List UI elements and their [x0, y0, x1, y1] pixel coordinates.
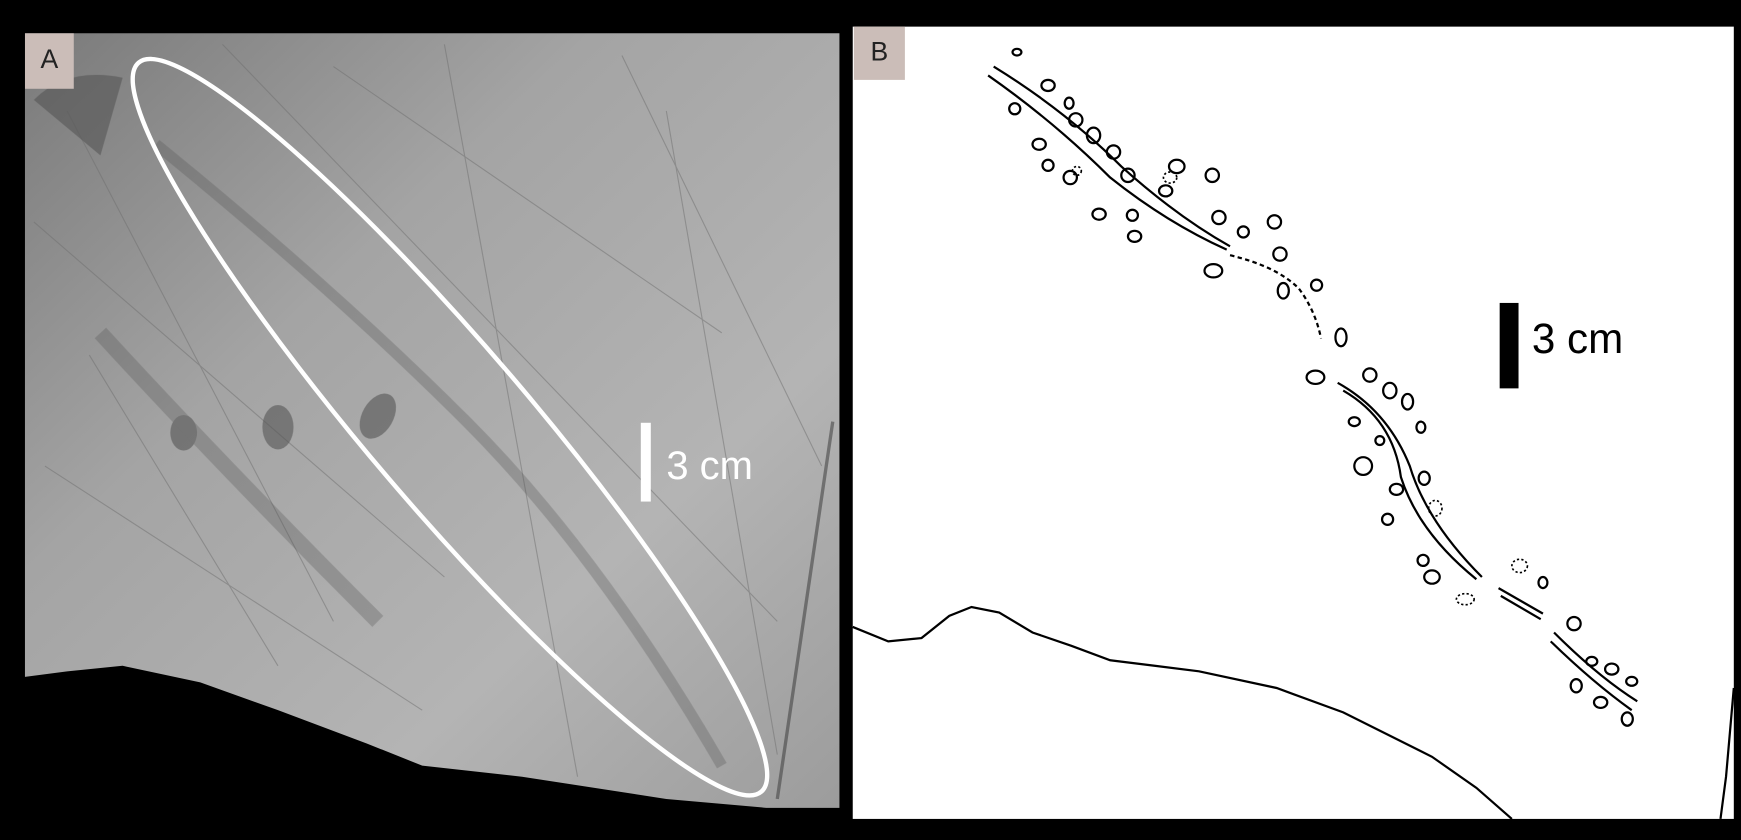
panel-label: B [870, 36, 888, 66]
panel-b: 3 cm B [853, 27, 1734, 819]
scale-label: 3 cm [666, 444, 753, 488]
drawing-area [853, 27, 1734, 819]
figure: 3 cm A [0, 0, 1741, 840]
panel-label: A [40, 44, 58, 74]
scale-bar [641, 423, 651, 502]
scale-label: 3 cm [1532, 315, 1623, 362]
scale-bar [1500, 303, 1519, 388]
